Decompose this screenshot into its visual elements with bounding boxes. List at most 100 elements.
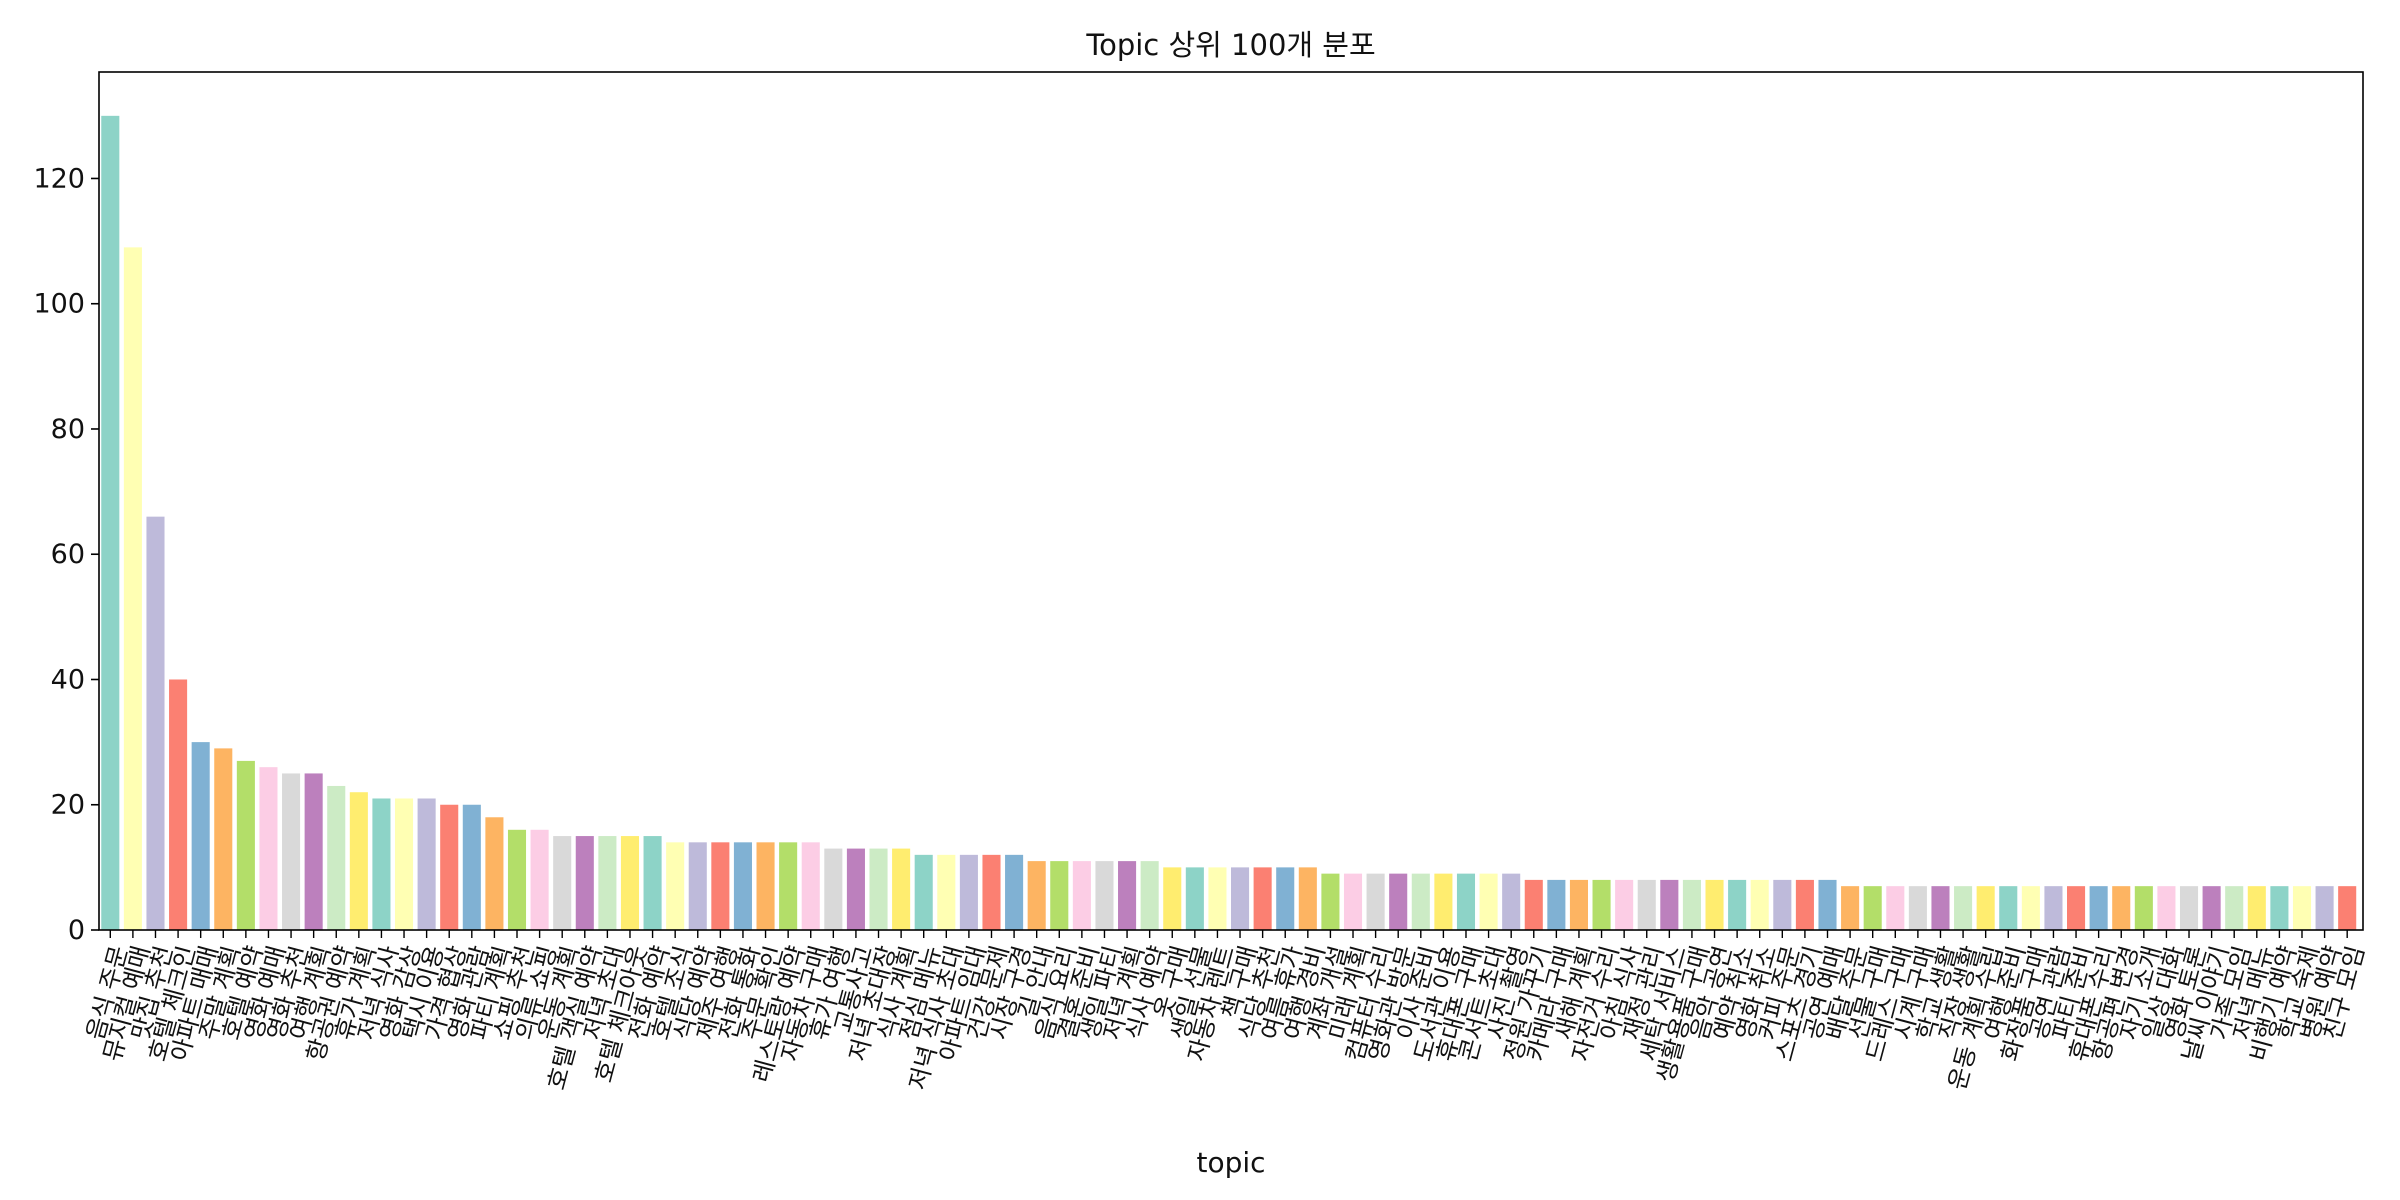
bar	[982, 854, 1001, 930]
bar	[1411, 873, 1430, 930]
bar	[846, 848, 865, 930]
bars	[101, 115, 2357, 930]
bar	[553, 836, 572, 930]
bar	[1027, 861, 1046, 930]
bar	[914, 854, 933, 930]
bar	[1931, 886, 1950, 930]
bar	[1908, 886, 1927, 930]
bar	[1524, 879, 1543, 930]
y-tick-label: 60	[51, 539, 85, 570]
plot-frame	[98, 71, 2364, 931]
bar	[1886, 886, 1905, 930]
bar	[1163, 867, 1182, 930]
bar	[2247, 886, 2266, 930]
bar	[1072, 861, 1091, 930]
y-tick-label: 100	[33, 289, 85, 320]
bar	[282, 773, 301, 930]
bar	[1321, 873, 1340, 930]
bar	[824, 848, 843, 930]
bar	[1660, 879, 1679, 930]
bar	[2179, 886, 2199, 930]
bar	[2270, 886, 2289, 930]
bar	[1389, 873, 1408, 930]
bar	[666, 842, 685, 930]
bar	[1592, 879, 1611, 930]
bar	[1140, 861, 1159, 930]
bar	[485, 817, 504, 930]
bar	[2112, 886, 2131, 930]
bar	[1795, 879, 1814, 930]
bar	[2021, 886, 2040, 930]
bar	[101, 115, 120, 930]
bar	[2044, 886, 2063, 930]
bar	[169, 679, 188, 930]
bar	[1547, 879, 1566, 930]
bar	[1705, 879, 1724, 930]
bar	[372, 798, 391, 930]
bar	[1615, 879, 1634, 930]
y-tick-label: 20	[51, 790, 85, 821]
bar	[1502, 873, 1521, 930]
bar	[1434, 873, 1453, 930]
bar	[2089, 886, 2108, 930]
bar	[575, 836, 594, 930]
bar	[801, 842, 820, 930]
bar	[1479, 873, 1498, 930]
bar	[327, 785, 346, 930]
chart-title: Topic 상위 100개 분포	[1085, 28, 1375, 62]
bar	[937, 854, 956, 930]
bar	[2067, 886, 2086, 930]
bar	[756, 842, 775, 930]
bar	[1276, 867, 1295, 930]
bar	[1728, 879, 1747, 930]
x-axis-label: topic	[1196, 1146, 1265, 1179]
bar	[2292, 886, 2312, 930]
bar	[620, 836, 640, 930]
bar	[711, 842, 730, 930]
bar	[1750, 879, 1769, 930]
bar	[2134, 886, 2153, 930]
bar	[1954, 886, 1973, 930]
bar	[2202, 886, 2221, 930]
bar	[1818, 879, 1837, 930]
bar	[146, 516, 165, 930]
bar	[1456, 873, 1476, 930]
bar	[440, 804, 459, 930]
y-tick-label: 40	[51, 664, 85, 695]
bar	[959, 854, 978, 930]
bar	[2315, 886, 2334, 930]
bar	[507, 829, 527, 930]
bar	[733, 842, 752, 930]
bar	[1343, 873, 1363, 930]
bar	[1569, 879, 1588, 930]
bar	[2338, 886, 2357, 930]
bar	[304, 773, 323, 930]
bar	[869, 848, 888, 930]
bar	[349, 792, 368, 930]
bar	[1005, 854, 1024, 930]
bar	[1976, 886, 1995, 930]
bar	[1185, 867, 1204, 930]
bar	[123, 247, 142, 930]
bar	[530, 829, 549, 930]
bar	[1999, 886, 2018, 930]
bar	[1637, 879, 1656, 930]
bar	[688, 842, 707, 930]
bar	[2157, 886, 2176, 930]
bar	[598, 836, 617, 930]
bar	[1773, 879, 1792, 930]
bar	[892, 848, 911, 930]
y-tick-label: 120	[33, 163, 85, 194]
bar	[1682, 879, 1701, 930]
bar	[1095, 861, 1114, 930]
bar	[1253, 867, 1272, 930]
y-axis: 0 20 40 60 80 100 120	[33, 163, 99, 946]
bar	[1208, 867, 1227, 930]
bar	[779, 842, 798, 930]
y-tick-label: 80	[51, 414, 85, 445]
bar	[2225, 886, 2244, 930]
bar	[462, 804, 481, 930]
bar	[191, 742, 210, 930]
